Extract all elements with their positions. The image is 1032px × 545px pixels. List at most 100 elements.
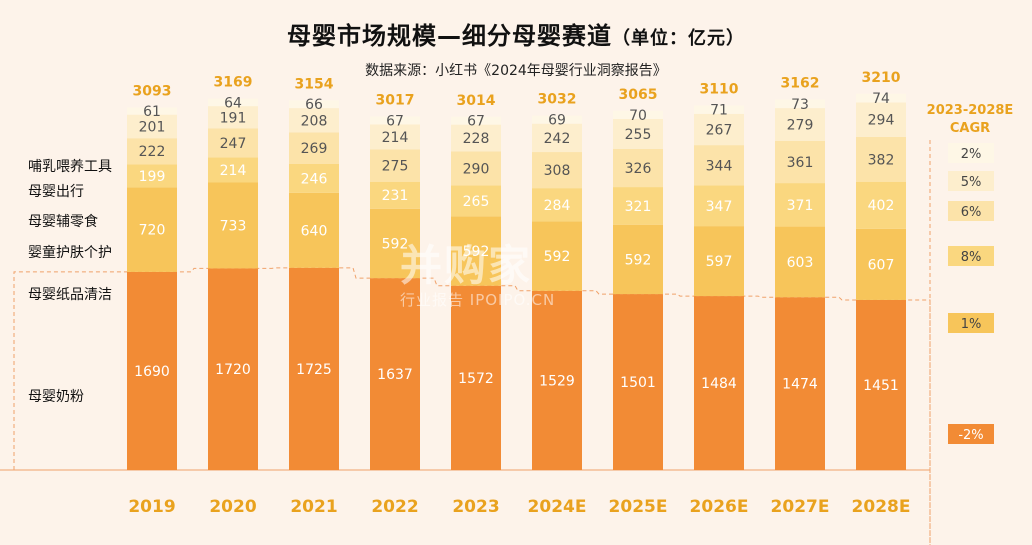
data-label: 228 <box>463 131 490 147</box>
bar-segment <box>208 98 258 107</box>
data-label: 61 <box>143 104 161 120</box>
bar-segment <box>370 181 420 209</box>
bar-segment <box>532 290 582 470</box>
total-label: 3032 <box>538 92 577 108</box>
x-tick-label: 2021 <box>290 497 337 517</box>
bar-segment <box>289 267 339 470</box>
data-label: 1725 <box>296 362 332 378</box>
chart-subtitle: 数据来源：小红书《2024年母婴行业洞察报告》 <box>365 63 667 79</box>
bar-segment <box>127 271 177 470</box>
legend-label: 母婴纸品清洁 <box>28 287 112 303</box>
bar-segment <box>856 181 906 229</box>
bar-segment <box>856 299 906 470</box>
data-label: 71 <box>710 103 728 119</box>
chart-title: 母婴市场规模—细分母婴赛道（单位：亿元） <box>0 16 1032 51</box>
bar-segment <box>775 99 825 109</box>
bar-segment <box>451 285 501 470</box>
data-label: 592 <box>463 244 490 260</box>
bar-segment <box>289 100 339 109</box>
total-label: 3210 <box>862 70 901 86</box>
data-label: 67 <box>467 114 485 130</box>
bar-segment <box>775 297 825 470</box>
cagr-box <box>948 424 994 444</box>
x-tick-label: 2024E <box>528 497 587 517</box>
data-label: 1572 <box>458 371 494 387</box>
bar-segment <box>694 296 744 470</box>
total-label: 3162 <box>781 76 820 92</box>
bar-segment <box>694 226 744 297</box>
bar-segment <box>289 108 339 133</box>
bar-segment <box>127 164 177 188</box>
data-label: 67 <box>386 113 404 129</box>
total-label: 3154 <box>295 76 334 92</box>
data-label: 326 <box>625 161 652 177</box>
bar-segment <box>613 148 663 188</box>
data-label: 64 <box>224 95 242 111</box>
data-label: 597 <box>706 254 733 270</box>
data-label: 231 <box>382 188 409 204</box>
cagr-box <box>948 143 994 163</box>
data-label: 222 <box>139 144 166 160</box>
data-label: 1474 <box>782 377 818 393</box>
x-tick-label: 2020 <box>209 497 256 517</box>
bar-segment <box>775 183 825 227</box>
data-label: 69 <box>548 113 566 129</box>
data-label: 361 <box>787 155 814 171</box>
total-label: 3014 <box>457 93 496 109</box>
data-label: 294 <box>868 113 895 129</box>
cagr-box <box>948 201 994 221</box>
bar-segment <box>856 136 906 182</box>
bar-segment <box>289 192 339 268</box>
data-label: 247 <box>220 136 247 152</box>
data-label: 199 <box>139 169 166 185</box>
total-label: 3065 <box>619 87 658 103</box>
bar-segment <box>694 145 744 186</box>
bar-segment <box>208 268 258 470</box>
bar-segment <box>208 182 258 269</box>
total-label: 3110 <box>700 82 739 98</box>
data-label: 242 <box>544 131 571 147</box>
data-label: 66 <box>305 97 323 113</box>
data-label: 1637 <box>377 367 413 383</box>
data-label: 191 <box>220 110 247 126</box>
bar-segment <box>370 116 420 125</box>
bar-segment <box>532 115 582 124</box>
data-label: 1501 <box>620 375 656 391</box>
data-label: 321 <box>625 199 652 215</box>
x-tick-label: 2023 <box>452 497 499 517</box>
data-label: 208 <box>301 113 328 129</box>
bar-segment <box>370 208 420 279</box>
data-label: 290 <box>463 161 490 177</box>
bar-segment <box>613 118 663 149</box>
data-label: 255 <box>625 127 652 143</box>
data-label: 592 <box>382 236 409 252</box>
cagr-header-line1: 2023-2028E <box>927 103 1014 118</box>
data-label: 344 <box>706 158 733 174</box>
data-label: 70 <box>629 108 647 124</box>
cagr-value: -2% <box>958 428 983 443</box>
bar-segment <box>775 108 825 141</box>
x-tick-label: 2019 <box>128 497 175 517</box>
bar-segment <box>775 140 825 184</box>
bar-segment <box>532 152 582 189</box>
legend-label: 哺乳喂养工具 <box>28 159 112 175</box>
bar-segment <box>613 110 663 119</box>
bar-segment <box>127 138 177 165</box>
bar-segment <box>613 224 663 295</box>
data-label: 1529 <box>539 373 575 389</box>
cagr-box <box>948 313 994 333</box>
data-label: 1720 <box>215 362 251 378</box>
data-label: 284 <box>544 198 571 214</box>
data-label: 74 <box>872 91 890 107</box>
data-label: 201 <box>139 119 166 135</box>
bar-segment <box>856 93 906 103</box>
legend-label: 母婴辅零食 <box>28 213 98 230</box>
data-label: 308 <box>544 163 571 179</box>
cagr-box <box>948 246 994 266</box>
bar-segment <box>208 157 258 183</box>
bar-segment <box>613 294 663 470</box>
data-label: 1484 <box>701 376 737 392</box>
bar-segment <box>694 113 744 146</box>
data-label: 402 <box>868 198 895 214</box>
data-label: 73 <box>791 97 809 113</box>
